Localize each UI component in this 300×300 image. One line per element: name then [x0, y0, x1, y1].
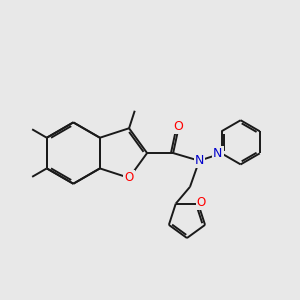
Text: O: O — [196, 196, 206, 208]
Text: O: O — [124, 171, 134, 184]
Text: O: O — [173, 121, 183, 134]
Text: N: N — [194, 154, 204, 167]
Text: N: N — [213, 147, 223, 160]
